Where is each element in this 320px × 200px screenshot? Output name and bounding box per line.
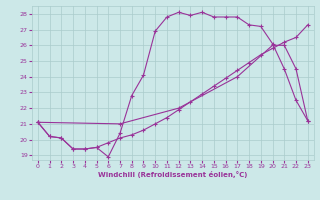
X-axis label: Windchill (Refroidissement éolien,°C): Windchill (Refroidissement éolien,°C) [98, 171, 247, 178]
